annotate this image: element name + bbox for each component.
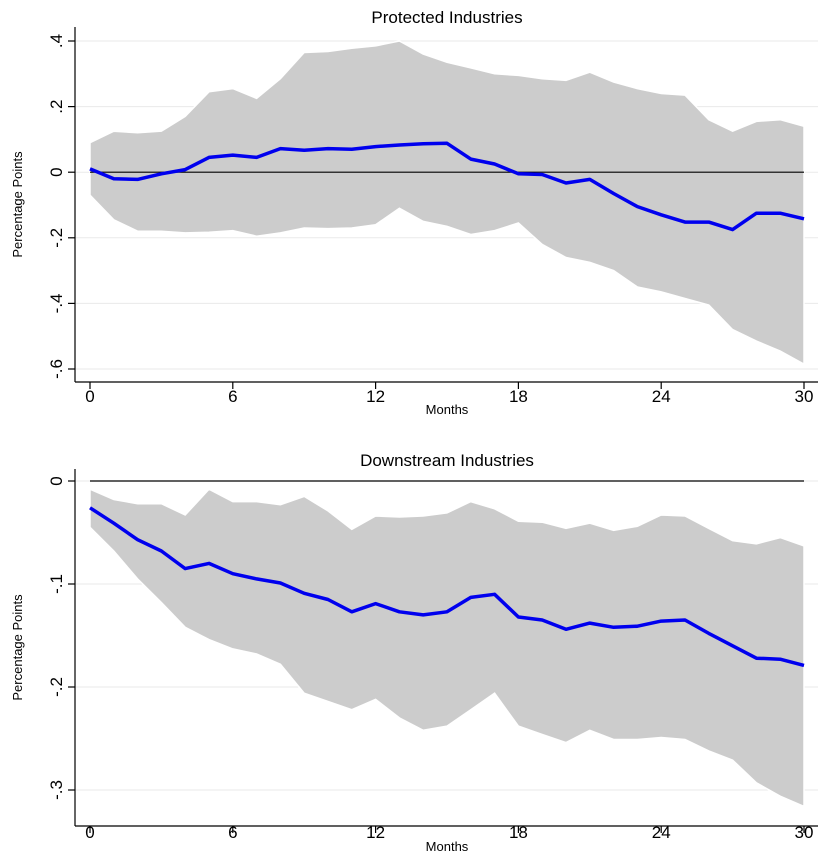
y-tick-label: .4 — [47, 34, 66, 48]
x-tick-label: 6 — [228, 387, 237, 406]
series-line — [89, 141, 805, 232]
series-line — [89, 506, 805, 668]
y-tick-label: -.3 — [47, 780, 66, 800]
confidence-band — [89, 488, 805, 808]
panel-protected-industries: 0 6 12 18 24 30 -.6 -.4 -.2 0 .2 .4 Protected Indust… — [10, 8, 818, 417]
y-axis-label: Percentage Points — [10, 594, 25, 701]
x-tick-label: 12 — [366, 823, 385, 842]
x-tick-label: 18 — [509, 387, 528, 406]
y-tick-label: -.2 — [47, 677, 66, 697]
y-axis-label: Percentage Points — [10, 151, 25, 258]
confidence-band — [89, 40, 805, 366]
chart-title: Downstream Industries — [360, 451, 534, 470]
x-tick-label: 24 — [652, 387, 671, 406]
x-tick-label: 12 — [366, 387, 385, 406]
y-tick-label: 0 — [47, 476, 66, 485]
y-tick-label: -.4 — [47, 293, 66, 313]
chart-title: Protected Industries — [371, 8, 522, 27]
x-tick-label: 6 — [228, 823, 237, 842]
x-axis-label: Months — [426, 839, 469, 854]
x-tick-label: 0 — [85, 823, 94, 842]
x-tick-label: 24 — [652, 823, 671, 842]
x-axis-label: Months — [426, 402, 469, 417]
y-tick-label: -.6 — [47, 359, 66, 379]
x-tick-label: 0 — [85, 387, 94, 406]
y-tick-label: .2 — [47, 100, 66, 114]
y-tick-label: -.1 — [47, 574, 66, 594]
panel-downstream-industries: 0 6 12 18 24 30 -.3 -.2 -.1 0 Downstream Industrie… — [10, 451, 818, 854]
x-tick-label: 30 — [795, 823, 814, 842]
y-tick-label: 0 — [47, 167, 66, 176]
x-tick-label: 18 — [509, 823, 528, 842]
x-tick-label: 30 — [795, 387, 814, 406]
y-tick-label: -.2 — [47, 228, 66, 248]
